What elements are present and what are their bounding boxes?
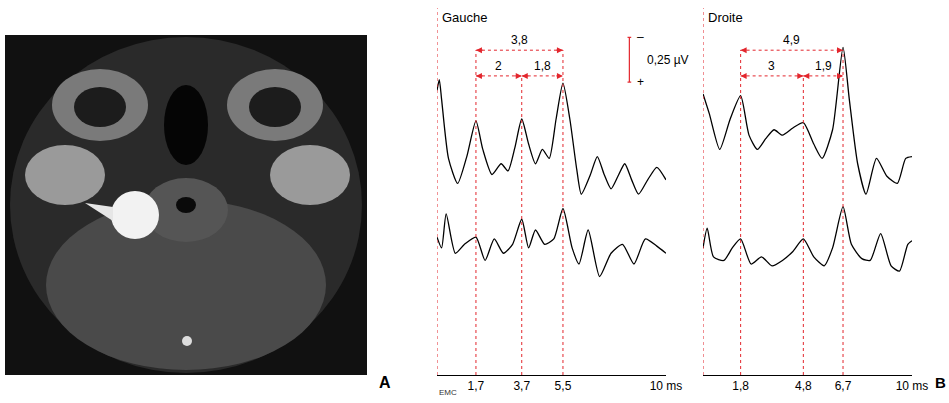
svg-text:Gauche: Gauche <box>442 10 488 25</box>
svg-text:A: A <box>379 374 391 391</box>
svg-text:2: 2 <box>495 59 502 73</box>
svg-text:1,8: 1,8 <box>534 59 551 73</box>
svg-text:–: – <box>637 30 644 44</box>
svg-text:Droite: Droite <box>708 10 743 25</box>
svg-text:4,9: 4,9 <box>783 33 800 47</box>
svg-text:1,9: 1,9 <box>815 59 832 73</box>
svg-text:5,5: 5,5 <box>555 379 572 393</box>
svg-text:EMC: EMC <box>439 388 457 397</box>
svg-text:10 ms: 10 ms <box>650 379 683 393</box>
svg-text:1,7: 1,7 <box>468 379 485 393</box>
svg-text:10 ms: 10 ms <box>896 379 929 393</box>
svg-text:1,8: 1,8 <box>732 379 749 393</box>
svg-text:6,7: 6,7 <box>835 379 852 393</box>
svg-text:0,25 µV: 0,25 µV <box>647 53 689 67</box>
svg-text:B: B <box>935 374 946 391</box>
svg-text:3,7: 3,7 <box>513 379 530 393</box>
svg-text:4,8: 4,8 <box>795 379 812 393</box>
svg-text:3,8: 3,8 <box>511 33 528 47</box>
svg-text:+: + <box>637 75 644 89</box>
svg-text:3: 3 <box>768 59 775 73</box>
